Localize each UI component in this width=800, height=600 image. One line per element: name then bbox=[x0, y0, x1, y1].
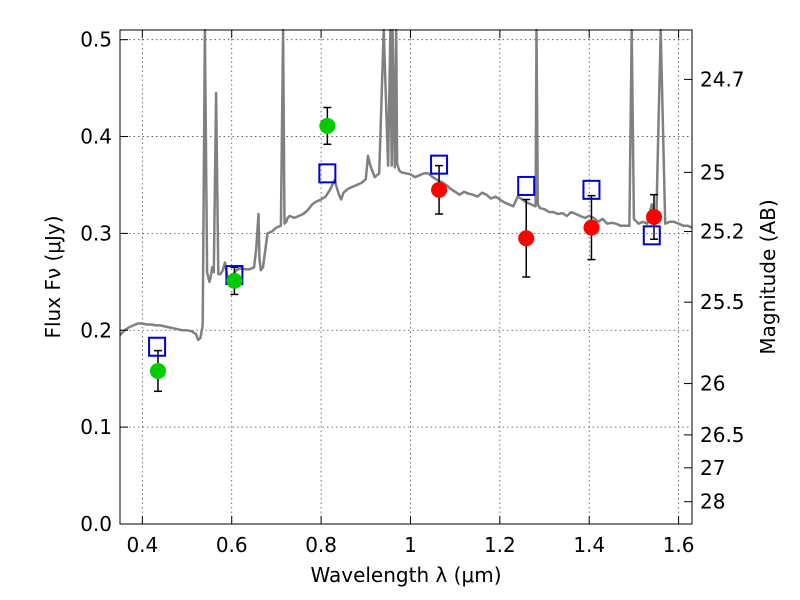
x-tick-label: 0.8 bbox=[305, 533, 337, 557]
axis-ticks: 0.4 0.6 0.8 1 1.2 1.4 1.6 0.0 0.1 0.2 0.3 0.4 0.5 24.… bbox=[80, 28, 744, 557]
y-axis-title: Flux Fν (μJy) bbox=[41, 215, 65, 338]
right-tick-label: 25.5 bbox=[700, 290, 745, 314]
x-axis-title: Wavelength λ (μm) bbox=[310, 563, 501, 587]
observed-flux-point bbox=[646, 208, 663, 225]
x-tick-label: 0.6 bbox=[216, 533, 248, 557]
right-tick-label: 24.7 bbox=[700, 67, 745, 91]
observed-flux-point bbox=[431, 181, 448, 198]
y-tick-label: 0.5 bbox=[80, 28, 112, 52]
observed-flux-point bbox=[518, 230, 535, 247]
x-tick-label: 1 bbox=[404, 533, 417, 557]
observed-flux-point bbox=[319, 117, 336, 134]
y-tick-label: 0.1 bbox=[80, 415, 112, 439]
model-photometry-point bbox=[148, 336, 167, 357]
right-tick-label: 28 bbox=[700, 490, 725, 514]
plot-frame bbox=[119, 29, 693, 525]
right-tick-label: 26 bbox=[700, 372, 725, 396]
spectrum-line bbox=[119, 28, 693, 342]
observed-flux-point bbox=[149, 362, 166, 379]
right-tick-label: 25.2 bbox=[700, 219, 745, 243]
observed-flux-point bbox=[226, 272, 243, 289]
model-photometry-point bbox=[430, 154, 449, 175]
x-tick-label: 1.6 bbox=[663, 533, 695, 557]
right-tick-label: 27 bbox=[700, 456, 725, 480]
right-axis-title: Magnitude (AB) bbox=[756, 199, 780, 354]
y-tick-label: 0.2 bbox=[80, 318, 112, 342]
series-layer bbox=[119, 28, 693, 393]
model-photometry-point bbox=[517, 175, 536, 196]
y-tick-label: 0.0 bbox=[80, 512, 112, 536]
x-tick-label: 1.4 bbox=[573, 533, 605, 557]
right-tick-label: 26.5 bbox=[700, 423, 745, 447]
x-tick-label: 0.4 bbox=[126, 533, 158, 557]
model-photometry-point bbox=[318, 163, 337, 184]
x-tick-label: 1.2 bbox=[484, 533, 516, 557]
y-tick-label: 0.4 bbox=[80, 125, 112, 149]
right-tick-label: 25 bbox=[700, 160, 725, 184]
model-photometry-point bbox=[642, 225, 661, 246]
y-tick-label: 0.3 bbox=[80, 221, 112, 245]
observed-flux-point bbox=[583, 219, 600, 236]
model-photometry-point bbox=[582, 179, 601, 200]
